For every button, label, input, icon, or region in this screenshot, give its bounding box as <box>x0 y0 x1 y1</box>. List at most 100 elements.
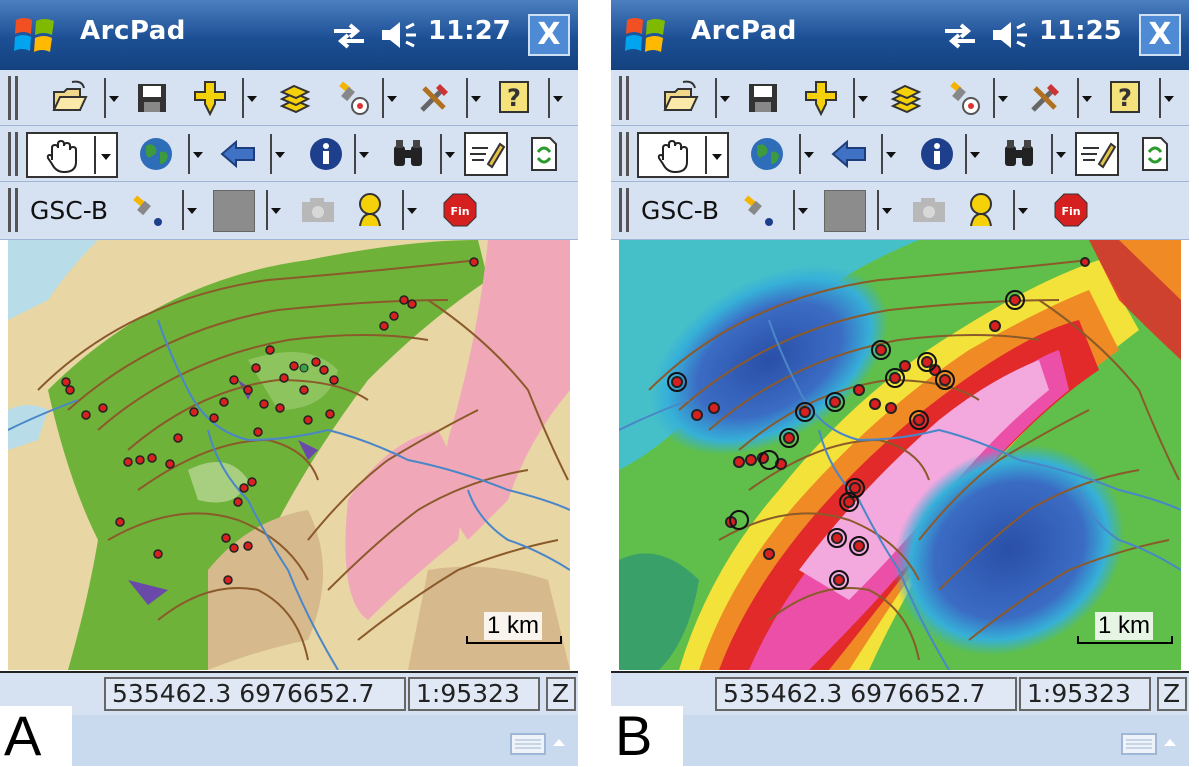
find-binoculars-icon[interactable] <box>388 134 428 174</box>
tools-icon[interactable] <box>1025 78 1065 118</box>
help-dropdown[interactable] <box>1159 78 1174 118</box>
scale-bar: 1 km <box>1077 612 1175 648</box>
toolbar-grip[interactable] <box>8 132 18 176</box>
add-point-icon[interactable] <box>190 78 230 118</box>
status-bar: 535462.3 6976652.7 m 1:95323 Z <box>0 671 578 738</box>
tools-dropdown[interactable] <box>1077 78 1092 118</box>
layers-icon[interactable] <box>885 78 925 118</box>
gps-icon[interactable] <box>332 78 372 118</box>
back-arrow-icon[interactable] <box>829 134 869 174</box>
pan-hand-icon <box>46 139 77 174</box>
layer-label[interactable]: GSC-B <box>30 196 108 225</box>
back-dropdown[interactable] <box>881 134 896 174</box>
gps-icon[interactable] <box>943 78 983 118</box>
camera-icon[interactable] <box>298 190 338 230</box>
toolbar-grip[interactable] <box>619 76 629 120</box>
globe-dropdown[interactable] <box>799 134 814 174</box>
info-icon[interactable] <box>917 134 957 174</box>
coordinates-display[interactable]: 535462.3 6976652.7 m <box>715 677 1017 738</box>
gps-point-dropdown[interactable] <box>793 190 808 230</box>
tools-icon[interactable] <box>414 78 454 118</box>
input-up-arrow-icon[interactable] <box>552 737 566 747</box>
gps-point-dropdown[interactable] <box>182 190 197 230</box>
edit-icon[interactable] <box>464 132 508 176</box>
gps-point-icon[interactable] <box>739 190 779 230</box>
sample-point-rings <box>667 290 1025 590</box>
find-dropdown[interactable] <box>1051 134 1066 174</box>
pan-dropdown[interactable] <box>98 136 112 176</box>
person-dropdown[interactable] <box>402 190 417 230</box>
save-icon[interactable] <box>743 78 783 118</box>
map-view[interactable]: 1 km <box>8 240 570 670</box>
find-binoculars-icon[interactable] <box>999 134 1039 174</box>
close-button[interactable]: X <box>1139 14 1181 56</box>
back-dropdown[interactable] <box>270 134 285 174</box>
gps-dropdown[interactable] <box>993 78 1008 118</box>
globe-dropdown[interactable] <box>188 134 203 174</box>
help-icon[interactable]: ? <box>1105 78 1145 118</box>
coordinates-display[interactable]: 535462.3 6976652.7 m <box>104 677 406 738</box>
close-button[interactable]: X <box>528 14 570 56</box>
connectivity-icon[interactable] <box>330 22 368 50</box>
color-swatch[interactable] <box>213 190 255 232</box>
open-dropdown[interactable] <box>104 78 119 118</box>
find-dropdown[interactable] <box>440 134 455 174</box>
pan-tool-button[interactable] <box>26 132 118 178</box>
windows-start-icon[interactable] <box>621 10 671 60</box>
map-scale-display[interactable]: 1:95323 <box>1019 677 1151 711</box>
person-icon[interactable] <box>350 190 390 230</box>
geophysics-map <box>619 240 1181 670</box>
keyboard-icon[interactable] <box>510 733 546 755</box>
layers-icon[interactable] <box>274 78 314 118</box>
pan-dropdown[interactable] <box>709 136 723 176</box>
refresh-icon[interactable] <box>524 134 564 174</box>
back-arrow-icon[interactable] <box>218 134 258 174</box>
zoom-zone-display[interactable]: Z <box>1157 677 1187 711</box>
add-dropdown[interactable] <box>242 78 257 118</box>
edit-icon[interactable] <box>1075 132 1119 176</box>
camera-icon[interactable] <box>909 190 949 230</box>
volume-icon[interactable] <box>378 18 420 52</box>
gps-dropdown[interactable] <box>382 78 397 118</box>
gps-point-icon[interactable] <box>128 190 168 230</box>
keyboard-icon[interactable] <box>1121 733 1157 755</box>
volume-icon[interactable] <box>989 18 1031 52</box>
open-folder-icon[interactable] <box>661 78 701 118</box>
stop-icon[interactable]: Fin <box>440 190 480 230</box>
toolbar-grip[interactable] <box>8 188 18 232</box>
windows-start-icon[interactable] <box>10 10 60 60</box>
refresh-icon[interactable] <box>1135 134 1175 174</box>
connectivity-icon[interactable] <box>941 22 979 50</box>
person-dropdown[interactable] <box>1013 190 1028 230</box>
add-point-icon[interactable] <box>801 78 841 118</box>
globe-icon[interactable] <box>747 134 787 174</box>
layer-label[interactable]: GSC-B <box>641 196 719 225</box>
toolbar-grip[interactable] <box>619 188 629 232</box>
help-icon[interactable]: ? <box>494 78 534 118</box>
map-scale-display[interactable]: 1:95323 <box>408 677 540 711</box>
info-dropdown[interactable] <box>965 134 980 174</box>
tools-dropdown[interactable] <box>466 78 481 118</box>
toolbar-grip[interactable] <box>619 132 629 176</box>
zoom-zone-display[interactable]: Z <box>546 677 576 711</box>
color-dropdown[interactable] <box>877 190 892 230</box>
stop-icon[interactable]: Fin <box>1051 190 1091 230</box>
scale-bar-label: 1 km <box>1095 612 1154 640</box>
clock[interactable]: 11:27 <box>428 16 511 46</box>
info-icon[interactable] <box>306 134 346 174</box>
help-dropdown[interactable] <box>548 78 563 118</box>
color-dropdown[interactable] <box>266 190 281 230</box>
open-folder-icon[interactable] <box>50 78 90 118</box>
person-icon[interactable] <box>961 190 1001 230</box>
toolbar-grip[interactable] <box>8 76 18 120</box>
map-view[interactable]: 1 km <box>619 240 1181 670</box>
save-icon[interactable] <box>132 78 172 118</box>
input-up-arrow-icon[interactable] <box>1163 737 1177 747</box>
globe-icon[interactable] <box>136 134 176 174</box>
clock[interactable]: 11:25 <box>1039 16 1122 46</box>
add-dropdown[interactable] <box>853 78 868 118</box>
pan-tool-button[interactable] <box>637 132 729 178</box>
info-dropdown[interactable] <box>354 134 369 174</box>
open-dropdown[interactable] <box>715 78 730 118</box>
color-swatch[interactable] <box>824 190 866 232</box>
